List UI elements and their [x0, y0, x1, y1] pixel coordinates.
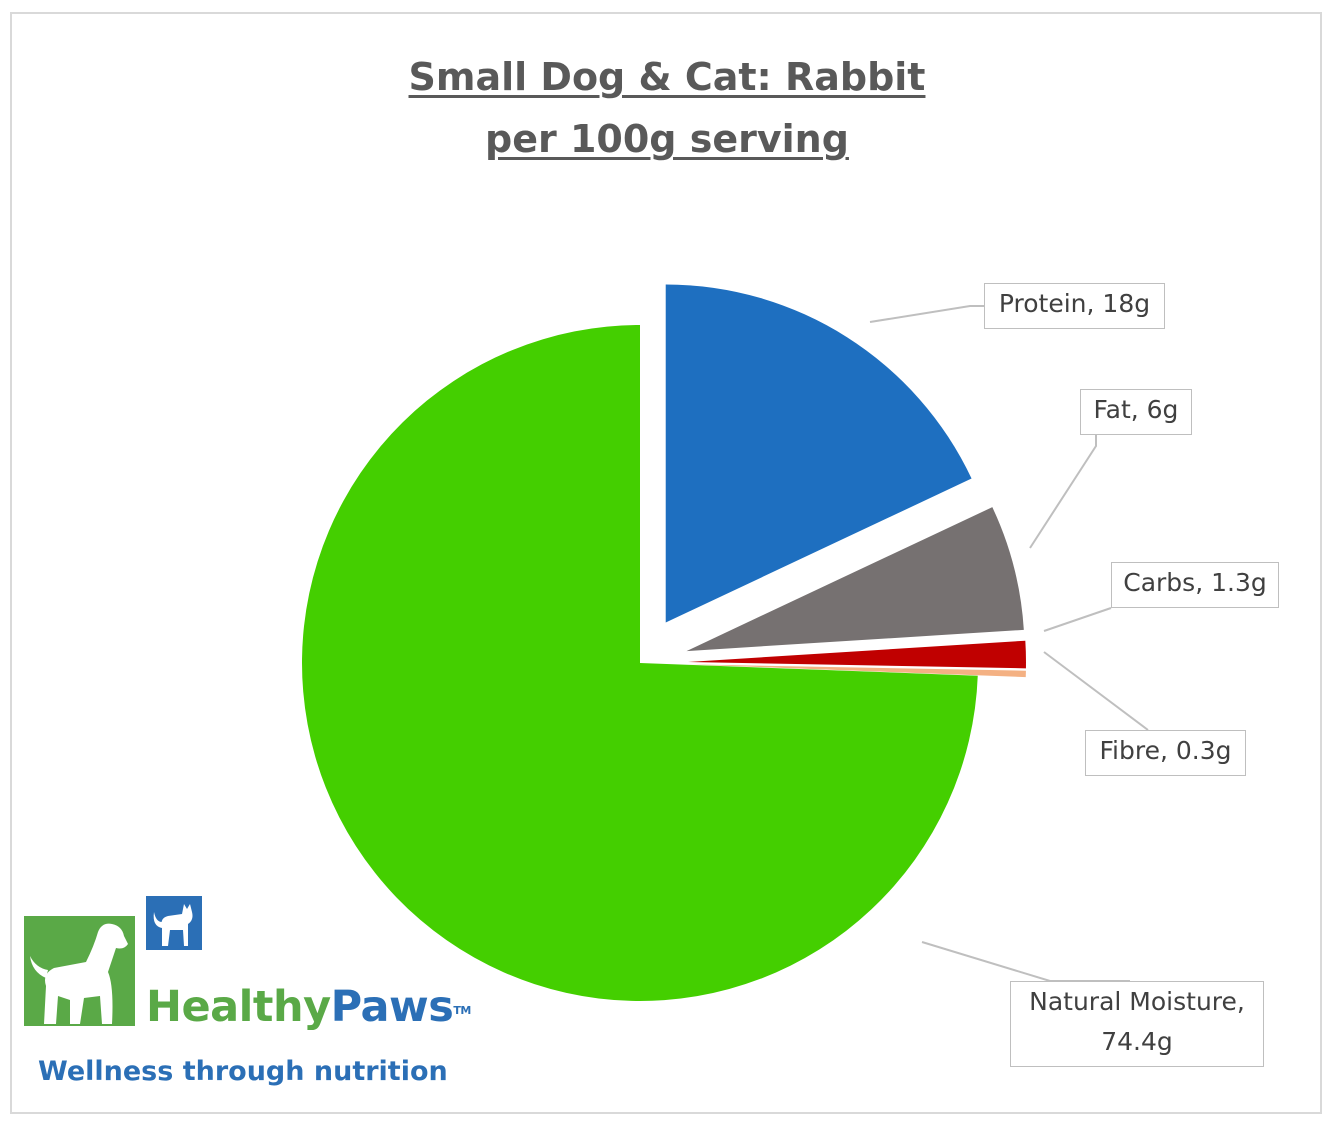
brand-tagline: Wellness through nutrition [38, 1056, 448, 1087]
brand-paws: Paws [330, 982, 454, 1032]
brand-healthy: Healthy [146, 982, 331, 1032]
leader-line-fat [1029, 435, 1097, 549]
brand-wordmark: HealthyPawsTM [146, 980, 471, 1034]
chart-title: Small Dog & Cat: Rabbit per 100g serving [0, 46, 1334, 170]
dog-silhouette-icon [24, 916, 135, 1026]
chart-title-line1: Small Dog & Cat: Rabbit [408, 55, 926, 99]
chart-title-line2: per 100g serving [485, 117, 849, 161]
data-label-carbs: Carbs, 1.3g [1111, 562, 1279, 608]
data-label-fibre: Fibre, 0.3g [1085, 730, 1246, 776]
data-label-protein: Protein, 18g [984, 283, 1165, 329]
leader-line-protein [869, 305, 984, 323]
pie-slice-natural-moisture [301, 325, 978, 1001]
leader-line-fibre [1043, 651, 1149, 731]
data-label-natural-moisture: Natural Moisture, 74.4g [1010, 981, 1264, 1067]
pie-slice-fibre [687, 664, 1026, 678]
leader-line-natural-moisture [921, 941, 1130, 982]
leader-line-carbs [1043, 607, 1112, 632]
pie-slice-carbs [687, 640, 1026, 669]
pie-slice-protein [665, 284, 972, 623]
trademark-mark: TM [453, 1004, 471, 1017]
pie-slice-fat [686, 507, 1024, 652]
cat-silhouette-icon [146, 896, 202, 950]
data-label-fat: Fat, 6g [1080, 389, 1192, 435]
pie-slices [301, 284, 1026, 1001]
